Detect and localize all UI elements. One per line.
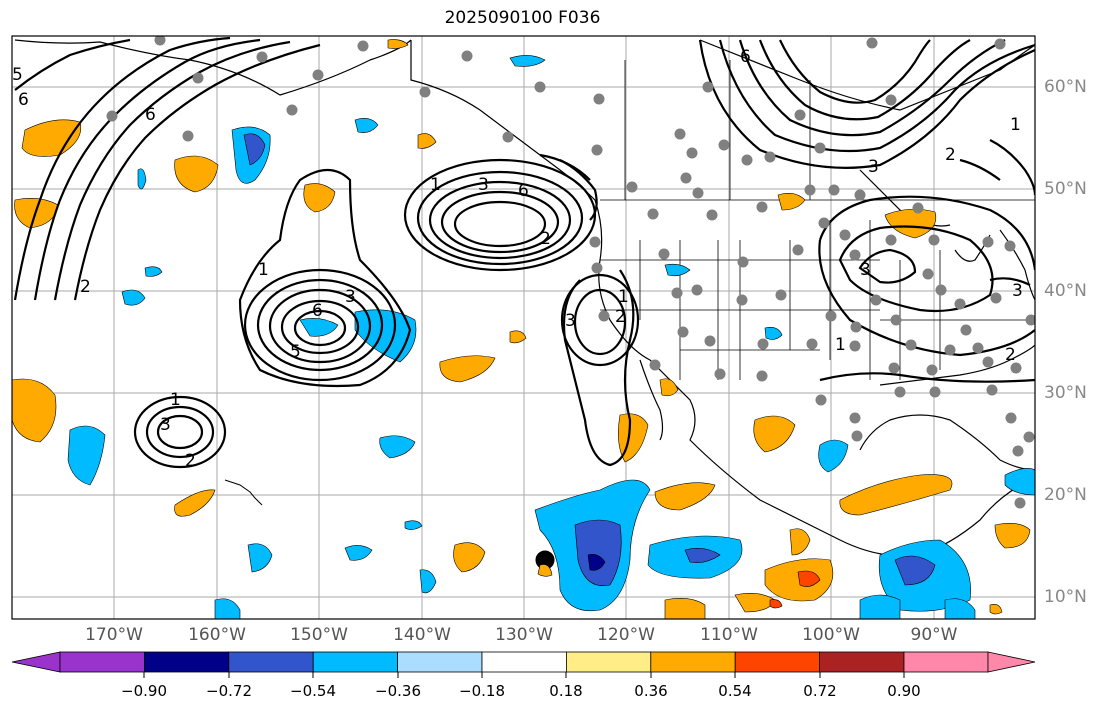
contour-label: 1 — [618, 287, 629, 307]
contour-label: 2 — [80, 277, 91, 297]
longitude-label: 120°W — [597, 625, 655, 645]
colorbar-tick-label: 0.90 — [887, 682, 921, 700]
map-frame — [11, 35, 1036, 620]
map-title: 2025090100 F036 — [444, 8, 601, 28]
contour-label: 3 — [478, 175, 489, 195]
colorbar-low-extend — [11, 651, 61, 673]
contour-label: 2 — [945, 145, 956, 165]
latitude-label: 50°N — [1044, 179, 1087, 199]
contour-label: 2 — [615, 307, 626, 327]
contour-label: 1 — [258, 260, 269, 280]
contour-label: 1 — [1010, 115, 1021, 135]
longitude-label: 170°W — [85, 625, 143, 645]
state-borders — [410, 40, 1035, 380]
contour-label: 3 — [160, 415, 171, 435]
contours — [13, 36, 1035, 469]
longitude-label: 90°W — [910, 625, 958, 645]
gridlines — [12, 36, 1035, 619]
contour-label: 6 — [18, 90, 29, 110]
contour-label: 6 — [518, 181, 529, 201]
colorbar-ticks — [143, 672, 905, 678]
positive-anomaly-regions — [12, 39, 1031, 619]
colorbar-tick-label: −0.90 — [121, 682, 167, 700]
colorbar-tick-label: 0.18 — [549, 682, 583, 700]
longitude-label: 150°W — [290, 625, 348, 645]
longitude-label: 160°W — [188, 625, 246, 645]
map-area: 1 3 6 2 1 3 6 5 1 3 2 3 1 2 2 6 6 5 6 3 … — [12, 36, 1035, 619]
contour-label: 1 — [835, 335, 846, 355]
contour-label: 6 — [740, 47, 751, 67]
contour-label: 3 — [860, 260, 871, 280]
longitude-label: 110°W — [700, 625, 758, 645]
negative-anomaly-regions — [67, 55, 1035, 619]
contour-label: 1 — [430, 175, 441, 195]
latitude-label: 30°N — [1044, 383, 1087, 403]
contour-label: 3 — [565, 311, 576, 331]
longitude-label: 130°W — [495, 625, 553, 645]
contour-label: 2 — [540, 229, 551, 249]
colorbar-tick-label: −0.36 — [375, 682, 421, 700]
contour-label: 6 — [312, 301, 323, 321]
longitude-label: 140°W — [393, 625, 451, 645]
latitude-label: 20°N — [1044, 485, 1087, 505]
longitude-label: 100°W — [802, 625, 860, 645]
contour-label: 3 — [1012, 281, 1023, 301]
latitude-label: 10°N — [1044, 587, 1087, 607]
colorbar-tick-label: −0.72 — [206, 682, 252, 700]
colorbar-tick-label: 0.72 — [803, 682, 837, 700]
contour-label: 6 — [145, 105, 156, 125]
station-markers — [106, 36, 1035, 509]
colorbar-tick-label: 0.36 — [634, 682, 668, 700]
contour-label: 5 — [12, 65, 23, 85]
contour-label: 3 — [868, 157, 879, 177]
contour-labels: 1 3 6 2 1 3 6 5 1 3 2 3 1 2 2 6 6 5 6 3 … — [12, 47, 1023, 471]
contour-label: 2 — [185, 451, 196, 471]
colorbar-tick-label: 0.54 — [718, 682, 752, 700]
colorbar-tick-label: −0.18 — [459, 682, 505, 700]
contour-label: 5 — [290, 342, 301, 362]
islands — [224, 479, 555, 570]
contour-label: 2 — [1005, 345, 1016, 365]
colorbar-tick-label: −0.54 — [290, 682, 336, 700]
latitude-label: 40°N — [1044, 281, 1087, 301]
contour-label: 1 — [170, 390, 181, 410]
colorbar — [11, 651, 1036, 673]
contour-label: 3 — [345, 287, 356, 307]
latitude-label: 60°N — [1044, 77, 1087, 97]
colorbar-high-extend — [987, 651, 1036, 673]
